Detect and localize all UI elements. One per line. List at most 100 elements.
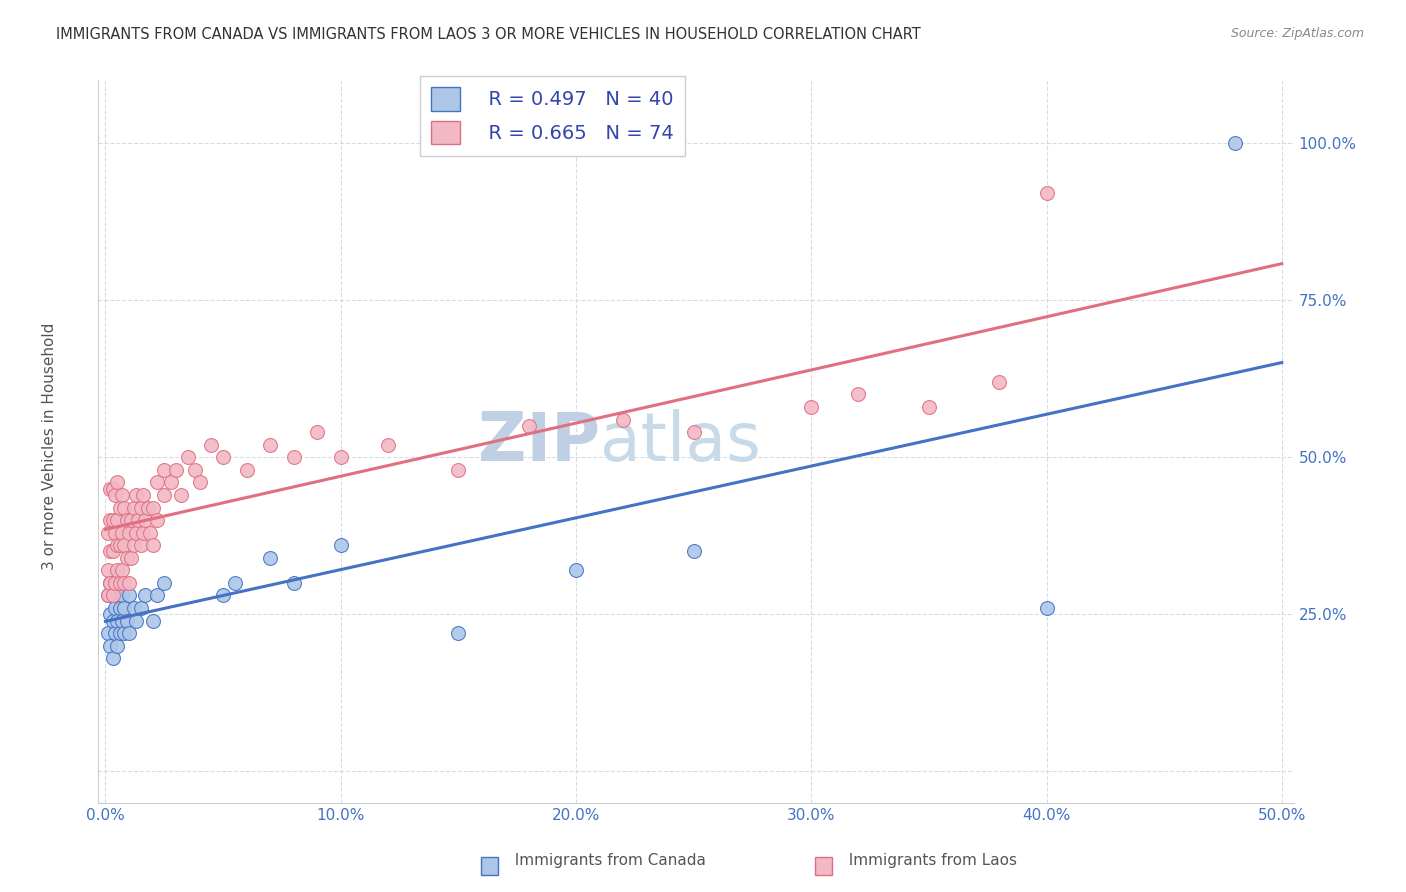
Point — [988, 375, 1011, 389]
Point — [136, 500, 159, 515]
Point — [97, 626, 120, 640]
Text: atlas: atlas — [600, 409, 761, 475]
Point — [97, 563, 120, 577]
Point — [129, 538, 152, 552]
Point — [101, 614, 124, 628]
Point — [800, 400, 823, 414]
Point — [98, 482, 121, 496]
Legend:   R = 0.497   N = 40,   R = 0.665   N = 74: R = 0.497 N = 40, R = 0.665 N = 74 — [419, 76, 686, 156]
Point — [200, 438, 222, 452]
Point — [118, 525, 141, 540]
Point — [111, 525, 134, 540]
Point — [1223, 136, 1246, 150]
Point — [139, 525, 162, 540]
Point — [108, 601, 131, 615]
Point — [1035, 601, 1057, 615]
Point — [112, 575, 135, 590]
Point — [125, 614, 148, 628]
Point — [97, 589, 120, 603]
Point — [105, 538, 128, 552]
Point — [104, 601, 127, 615]
Point — [105, 614, 128, 628]
Point — [108, 500, 131, 515]
Point — [105, 475, 128, 490]
Point — [98, 513, 121, 527]
Text: 3 or more Vehicles in Household: 3 or more Vehicles in Household — [42, 322, 56, 570]
Point — [98, 575, 121, 590]
Point — [153, 488, 176, 502]
Point — [132, 525, 155, 540]
Point — [129, 601, 152, 615]
Point — [565, 563, 588, 577]
Point — [120, 513, 142, 527]
FancyBboxPatch shape — [815, 857, 832, 875]
Point — [129, 500, 152, 515]
Point — [97, 525, 120, 540]
Point — [377, 438, 399, 452]
Point — [115, 614, 138, 628]
Point — [141, 614, 163, 628]
Point — [447, 626, 470, 640]
Point — [111, 614, 134, 628]
Point — [115, 550, 138, 565]
Point — [307, 425, 329, 439]
Point — [146, 475, 169, 490]
Point — [97, 589, 120, 603]
Point — [112, 500, 135, 515]
Point — [118, 589, 141, 603]
Point — [146, 589, 169, 603]
Point — [111, 563, 134, 577]
Point — [101, 513, 124, 527]
Point — [918, 400, 941, 414]
Point — [170, 488, 193, 502]
Point — [118, 626, 141, 640]
Point — [329, 450, 352, 465]
Text: IMMIGRANTS FROM CANADA VS IMMIGRANTS FROM LAOS 3 OR MORE VEHICLES IN HOUSEHOLD C: IMMIGRANTS FROM CANADA VS IMMIGRANTS FRO… — [56, 27, 921, 42]
Point — [125, 525, 148, 540]
Point — [682, 425, 704, 439]
Point — [105, 563, 128, 577]
Point — [141, 538, 163, 552]
Point — [98, 544, 121, 558]
Point — [125, 488, 148, 502]
Point — [98, 639, 121, 653]
Point — [146, 513, 169, 527]
Point — [111, 589, 134, 603]
Point — [212, 450, 235, 465]
Point — [612, 412, 634, 426]
Point — [104, 575, 127, 590]
Point — [134, 589, 156, 603]
Point — [101, 482, 124, 496]
Point — [682, 544, 704, 558]
Point — [132, 488, 155, 502]
Point — [112, 538, 135, 552]
Point — [165, 463, 187, 477]
Point — [108, 538, 131, 552]
Point — [122, 538, 145, 552]
Point — [105, 589, 128, 603]
Point — [259, 438, 281, 452]
Point — [1035, 186, 1057, 201]
Point — [108, 575, 131, 590]
Point — [108, 626, 131, 640]
Point — [111, 488, 134, 502]
Point — [283, 575, 305, 590]
Point — [846, 387, 869, 401]
Point — [447, 463, 470, 477]
Point — [184, 463, 207, 477]
Point — [98, 575, 121, 590]
Point — [127, 513, 149, 527]
Text: Immigrants from Canada: Immigrants from Canada — [505, 853, 706, 868]
Point — [188, 475, 211, 490]
Point — [115, 513, 138, 527]
Point — [112, 601, 135, 615]
FancyBboxPatch shape — [481, 857, 498, 875]
Point — [101, 651, 124, 665]
Text: Source: ZipAtlas.com: Source: ZipAtlas.com — [1230, 27, 1364, 40]
Point — [98, 607, 121, 622]
Point — [141, 500, 163, 515]
Point — [134, 513, 156, 527]
Point — [104, 525, 127, 540]
Point — [517, 418, 540, 433]
Point — [101, 589, 124, 603]
